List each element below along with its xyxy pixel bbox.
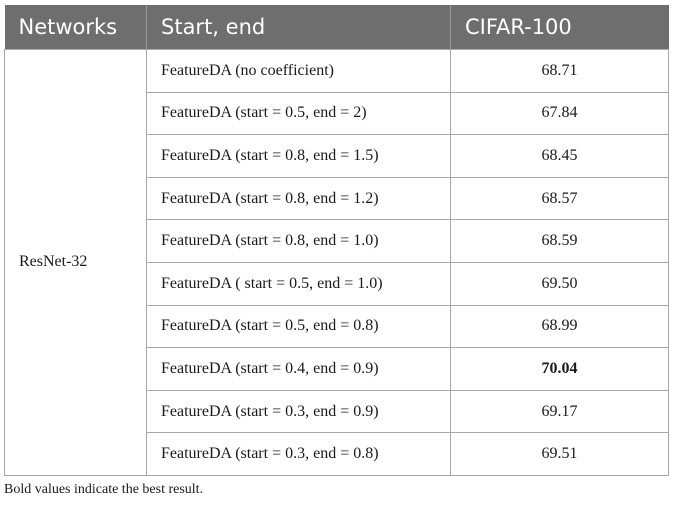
table-footnote: Bold values indicate the best result. [4,482,204,497]
table-row: FeatureDA ( start = 0.5, end = 1.0) 69.5… [5,261,669,306]
value-cell: 67.84 [450,91,669,136]
table-row: FeatureDA (start = 0.8, end = 1.5) 68.45 [5,134,669,178]
table-row: FeatureDA (start = 0.8, end = 1.0) 68.59 [5,219,669,263]
setting-cell: FeatureDA (no coefficient) [146,49,451,93]
best-value-cell: 70.04 [450,347,669,391]
value-cell: 69.51 [450,432,669,476]
setting-cell: FeatureDA (start = 0.8, end = 1.0) [146,219,451,263]
value-cell: 68.45 [450,134,669,178]
setting-cell: FeatureDA (start = 0.5, end = 2) [146,91,451,136]
setting-cell: FeatureDA (start = 0.8, end = 1.2) [146,176,451,221]
setting-cell: FeatureDA (start = 0.5, end = 0.8) [146,304,451,349]
header-start-end: Start, end [146,5,451,50]
results-table: Networks Start, end CIFAR-100 ResNet-32 … [4,5,669,476]
network-cell: ResNet-32 [4,49,147,476]
table-row: ResNet-32 FeatureDA (no coefficient) 68.… [4,49,669,476]
table-row: FeatureDA (start = 0.3, end = 0.9) 69.17 [5,389,669,434]
value-cell: 68.57 [450,176,669,221]
setting-cell: FeatureDA (start = 0.8, end = 1.5) [146,134,451,178]
header-row: Networks Start, end CIFAR-100 [4,5,669,50]
header-networks: Networks [4,5,147,50]
results-table-container: Networks Start, end CIFAR-100 ResNet-32 … [4,5,669,476]
setting-cell: FeatureDA (start = 0.4, end = 0.9) [146,347,451,391]
header-cifar-100: CIFAR-100 [450,5,669,50]
value-cell: 68.59 [450,219,669,263]
value-cell: 69.17 [450,389,669,434]
setting-cell: FeatureDA ( start = 0.5, end = 1.0) [146,261,451,306]
table-row: FeatureDA (start = 0.5, end = 0.8) 68.99 [5,304,669,349]
setting-cell: FeatureDA (start = 0.3, end = 0.8) [146,432,451,476]
table-row: FeatureDA (start = 0.8, end = 1.2) 68.57 [5,176,669,221]
table-row: FeatureDA (start = 0.4, end = 0.9) 70.04 [5,347,669,391]
table-row: FeatureDA (start = 0.3, end = 0.8) 69.51 [5,432,669,476]
value-cell: 69.50 [450,261,669,306]
table-body: ResNet-32 FeatureDA (no coefficient) 68.… [4,49,669,476]
table-row: FeatureDA (start = 0.5, end = 2) 67.84 [5,91,669,136]
value-cell: 68.71 [450,49,669,93]
setting-cell: FeatureDA (start = 0.3, end = 0.9) [146,389,451,434]
value-cell: 68.99 [450,304,669,349]
table-header: Networks Start, end CIFAR-100 [4,5,669,50]
